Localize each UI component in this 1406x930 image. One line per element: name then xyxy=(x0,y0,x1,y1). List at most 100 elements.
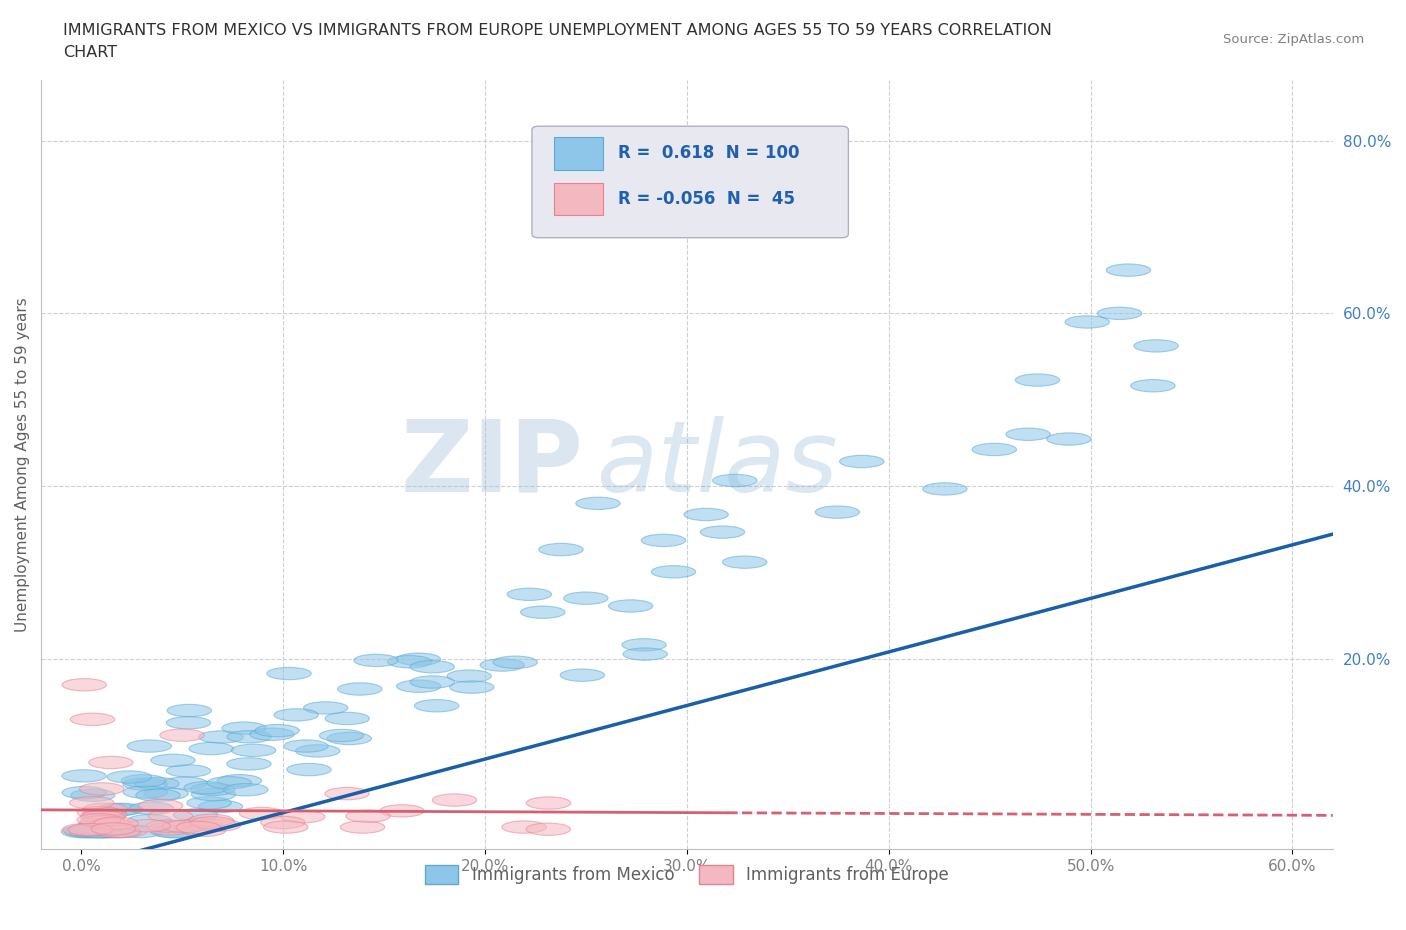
Ellipse shape xyxy=(295,745,340,757)
Ellipse shape xyxy=(411,660,454,673)
Ellipse shape xyxy=(502,821,547,833)
Ellipse shape xyxy=(224,784,269,796)
Ellipse shape xyxy=(337,683,382,695)
Ellipse shape xyxy=(319,729,364,742)
Ellipse shape xyxy=(621,639,666,651)
Ellipse shape xyxy=(90,818,134,830)
Ellipse shape xyxy=(839,456,884,468)
Ellipse shape xyxy=(479,658,524,671)
FancyBboxPatch shape xyxy=(554,183,603,215)
Ellipse shape xyxy=(103,825,146,838)
Ellipse shape xyxy=(576,498,620,510)
Ellipse shape xyxy=(1046,432,1091,445)
Ellipse shape xyxy=(122,778,167,790)
Ellipse shape xyxy=(91,823,135,835)
Ellipse shape xyxy=(67,824,112,836)
Y-axis label: Unemployment Among Ages 55 to 59 years: Unemployment Among Ages 55 to 59 years xyxy=(15,297,30,631)
Ellipse shape xyxy=(250,728,294,740)
Ellipse shape xyxy=(713,474,756,486)
Ellipse shape xyxy=(77,806,122,818)
Ellipse shape xyxy=(226,758,271,770)
Ellipse shape xyxy=(388,656,432,668)
Ellipse shape xyxy=(122,786,167,798)
Ellipse shape xyxy=(167,704,211,717)
FancyBboxPatch shape xyxy=(554,138,603,169)
Ellipse shape xyxy=(197,819,240,831)
Ellipse shape xyxy=(267,668,311,680)
Ellipse shape xyxy=(508,588,551,601)
Ellipse shape xyxy=(166,717,211,729)
Ellipse shape xyxy=(683,509,728,521)
Ellipse shape xyxy=(83,809,127,821)
Ellipse shape xyxy=(191,783,235,795)
Ellipse shape xyxy=(62,679,107,691)
Ellipse shape xyxy=(396,680,441,693)
Ellipse shape xyxy=(274,709,318,721)
Ellipse shape xyxy=(127,740,172,752)
Ellipse shape xyxy=(62,824,107,836)
Ellipse shape xyxy=(922,483,967,495)
Ellipse shape xyxy=(447,670,491,683)
Ellipse shape xyxy=(284,740,328,752)
Ellipse shape xyxy=(70,789,115,802)
Ellipse shape xyxy=(84,817,129,830)
Ellipse shape xyxy=(150,826,195,838)
Ellipse shape xyxy=(198,731,243,743)
Ellipse shape xyxy=(263,821,308,833)
Ellipse shape xyxy=(1015,374,1060,386)
Ellipse shape xyxy=(96,804,139,816)
Ellipse shape xyxy=(77,814,121,826)
Ellipse shape xyxy=(80,816,125,828)
Ellipse shape xyxy=(83,803,128,816)
FancyBboxPatch shape xyxy=(531,126,848,238)
Ellipse shape xyxy=(135,777,179,790)
Ellipse shape xyxy=(96,826,141,838)
Ellipse shape xyxy=(217,775,262,787)
Ellipse shape xyxy=(83,808,127,820)
Ellipse shape xyxy=(89,756,134,769)
Ellipse shape xyxy=(76,826,120,838)
Ellipse shape xyxy=(623,648,668,660)
Ellipse shape xyxy=(564,592,607,604)
Ellipse shape xyxy=(77,826,122,838)
Ellipse shape xyxy=(143,788,188,800)
Ellipse shape xyxy=(340,821,385,833)
Ellipse shape xyxy=(160,729,204,741)
Ellipse shape xyxy=(560,669,605,682)
Ellipse shape xyxy=(80,826,124,838)
Ellipse shape xyxy=(520,606,565,618)
Ellipse shape xyxy=(723,556,766,568)
Ellipse shape xyxy=(1133,339,1178,352)
Ellipse shape xyxy=(538,543,583,556)
Ellipse shape xyxy=(176,821,221,833)
Ellipse shape xyxy=(62,770,107,782)
Ellipse shape xyxy=(181,824,226,836)
Ellipse shape xyxy=(972,444,1017,456)
Ellipse shape xyxy=(146,820,191,832)
Ellipse shape xyxy=(65,826,110,838)
Ellipse shape xyxy=(222,722,266,735)
Ellipse shape xyxy=(69,796,114,809)
Ellipse shape xyxy=(73,823,117,835)
Ellipse shape xyxy=(641,534,686,547)
Ellipse shape xyxy=(148,810,193,822)
Ellipse shape xyxy=(94,817,138,830)
Ellipse shape xyxy=(179,818,222,830)
Ellipse shape xyxy=(260,817,305,829)
Ellipse shape xyxy=(651,565,696,578)
Ellipse shape xyxy=(254,724,299,737)
Ellipse shape xyxy=(128,815,172,827)
Text: R =  0.618  N = 100: R = 0.618 N = 100 xyxy=(619,144,800,163)
Ellipse shape xyxy=(450,681,494,694)
Ellipse shape xyxy=(411,676,454,688)
Ellipse shape xyxy=(815,506,859,518)
Ellipse shape xyxy=(232,744,276,756)
Ellipse shape xyxy=(239,807,284,819)
Ellipse shape xyxy=(70,713,115,725)
Ellipse shape xyxy=(325,788,370,800)
Ellipse shape xyxy=(226,731,271,743)
Ellipse shape xyxy=(325,712,370,724)
Ellipse shape xyxy=(609,600,652,612)
Ellipse shape xyxy=(62,826,105,838)
Ellipse shape xyxy=(396,653,440,665)
